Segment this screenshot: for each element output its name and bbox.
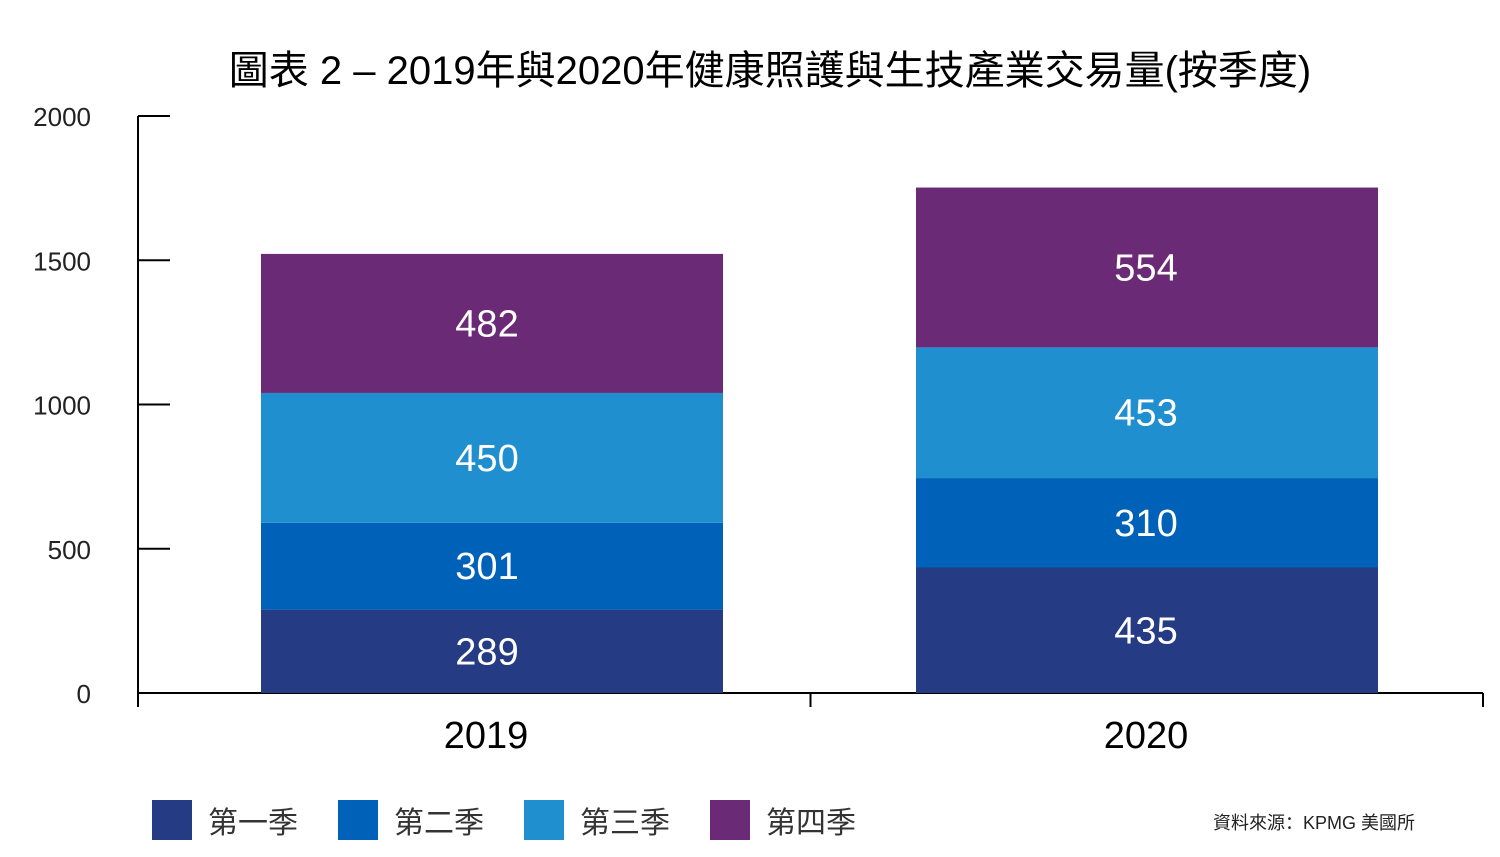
legend: 第一季 第二季 第三季 第四季 bbox=[152, 798, 896, 842]
data-label: 435 bbox=[1114, 610, 1177, 652]
legend-swatch bbox=[524, 800, 564, 840]
x-tick-label: 2019 bbox=[444, 715, 529, 757]
bar-segment-2019-q4 bbox=[261, 253, 723, 393]
y-tick-label: 1500 bbox=[33, 246, 91, 276]
legend-item: 第一季 bbox=[152, 798, 298, 842]
bar-segment-2020-q4 bbox=[916, 187, 1378, 348]
legend-label: 第三季 bbox=[580, 807, 670, 840]
legend-label: 第四季 bbox=[766, 807, 856, 840]
y-tick-label: 2000 bbox=[33, 102, 91, 132]
chart-title: 圖表 2 – 2019年與2020年健康照護與生技產業交易量(按季度) bbox=[228, 49, 1312, 93]
data-label: 450 bbox=[455, 438, 518, 480]
bar-segment-2020-q1 bbox=[916, 567, 1378, 693]
data-label: 482 bbox=[455, 303, 518, 345]
legend-swatch bbox=[338, 800, 378, 840]
legend-swatch bbox=[710, 800, 750, 840]
y-tick-label: 1000 bbox=[33, 391, 91, 421]
bar-segment-2020-q3 bbox=[916, 347, 1378, 479]
y-tick-label: 0 bbox=[77, 679, 91, 709]
source-note: 資料來源：KPMG 美國所 bbox=[1213, 813, 1416, 833]
bar-segment-2019-q1 bbox=[261, 609, 723, 693]
legend-item: 第四季 bbox=[710, 798, 856, 842]
data-label: 301 bbox=[455, 546, 518, 588]
data-label: 453 bbox=[1114, 393, 1177, 435]
legend-swatch bbox=[152, 800, 192, 840]
bar-segment-2019-q2 bbox=[261, 522, 723, 610]
bar-segment-2020-q2 bbox=[916, 478, 1378, 568]
data-label: 289 bbox=[455, 631, 518, 673]
bar-segment-2019-q3 bbox=[261, 392, 723, 523]
legend-item: 第三季 bbox=[524, 798, 670, 842]
data-label: 554 bbox=[1114, 247, 1177, 289]
legend-label: 第一季 bbox=[208, 807, 298, 840]
y-tick-label: 500 bbox=[48, 535, 91, 565]
data-label: 310 bbox=[1114, 503, 1177, 545]
legend-item: 第二季 bbox=[338, 798, 484, 842]
legend-label: 第二季 bbox=[394, 807, 484, 840]
x-tick-label: 2020 bbox=[1104, 715, 1189, 757]
